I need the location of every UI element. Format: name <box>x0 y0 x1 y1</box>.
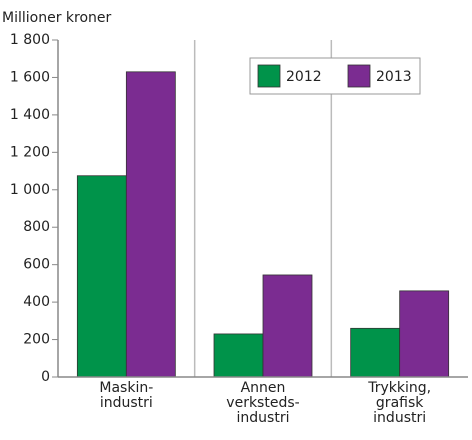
bar <box>262 274 313 378</box>
legend-swatch <box>257 64 281 88</box>
y-tick-label: 400 <box>23 294 50 310</box>
y-tick-label: 0 <box>41 369 50 385</box>
y-tick-label: 600 <box>23 257 50 273</box>
bar <box>76 175 127 378</box>
y-axis-label: Millioner kroner <box>2 10 112 26</box>
x-tick-label: Trykking, grafisk industri <box>368 380 432 426</box>
legend-label: 2012 <box>286 69 322 85</box>
y-tick-label: 200 <box>23 332 50 348</box>
y-tick-label: 1 200 <box>10 144 50 160</box>
x-tick-label: Maskin- industri <box>99 380 154 411</box>
legend-label: 2013 <box>376 69 412 85</box>
y-tick-label: 1 800 <box>10 32 50 48</box>
bar <box>125 71 176 378</box>
bar <box>399 290 450 378</box>
x-tick-label: Annen verksteds- industri <box>226 380 300 426</box>
bar <box>350 327 401 378</box>
bar <box>213 333 264 378</box>
legend-swatch <box>347 64 371 88</box>
y-tick-label: 1 400 <box>10 107 50 123</box>
y-tick-label: 1 600 <box>10 69 50 85</box>
y-tick-label: 800 <box>23 219 50 235</box>
y-tick-label: 1 000 <box>10 182 50 198</box>
